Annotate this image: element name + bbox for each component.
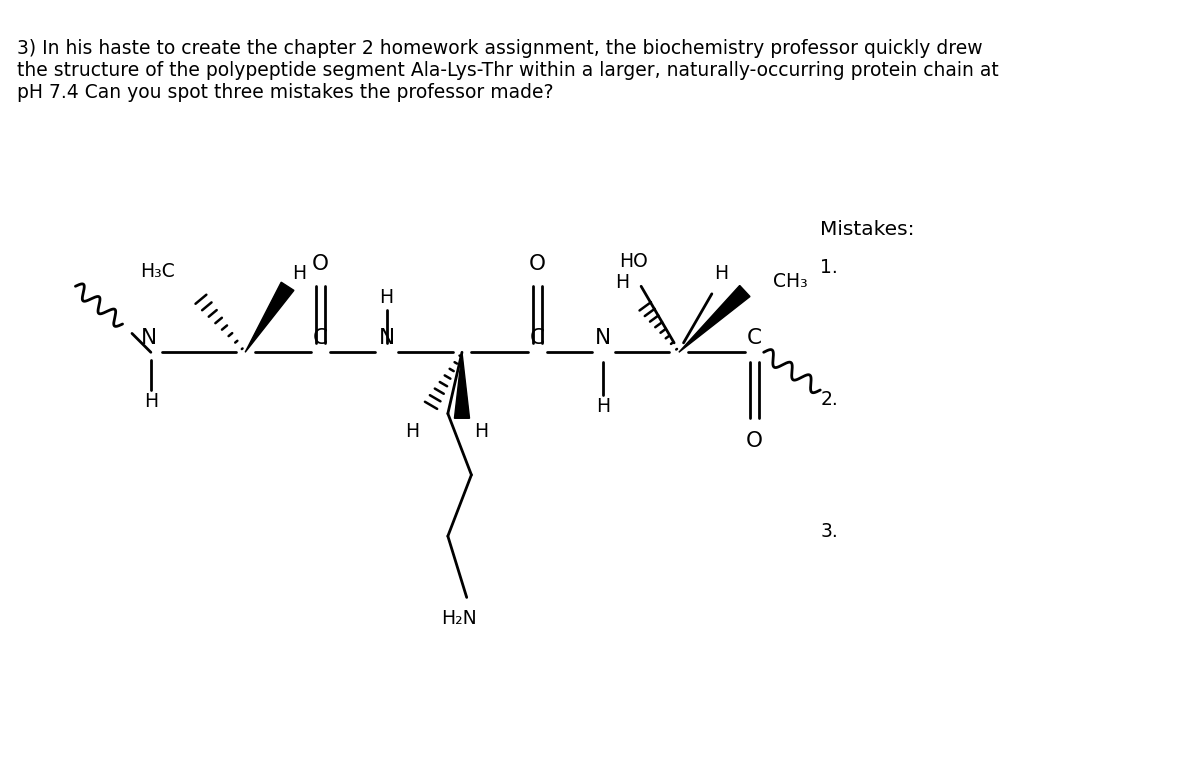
Text: H: H (474, 422, 488, 441)
Text: O: O (745, 431, 763, 451)
Text: Mistakes:: Mistakes: (821, 220, 914, 239)
Text: C: C (746, 328, 762, 348)
Text: H: H (714, 264, 728, 282)
Text: N: N (378, 328, 395, 348)
Text: H: H (404, 422, 419, 441)
Text: N: N (140, 328, 157, 348)
Text: CH₃: CH₃ (773, 272, 808, 291)
Text: 3.: 3. (821, 522, 838, 541)
Text: N: N (595, 328, 612, 348)
Polygon shape (455, 353, 469, 418)
Text: H₃C: H₃C (139, 262, 174, 281)
Text: O: O (529, 254, 546, 274)
Text: 1.: 1. (821, 258, 838, 277)
Text: C: C (313, 328, 328, 348)
Text: H: H (616, 273, 629, 292)
Text: O: O (312, 254, 329, 274)
Text: H₂N: H₂N (442, 608, 478, 628)
Text: H: H (292, 264, 306, 282)
Polygon shape (679, 285, 750, 353)
Text: H: H (144, 392, 158, 411)
Text: H: H (596, 398, 611, 417)
Text: 3) In his haste to create the chapter 2 homework assignment, the biochemistry pr: 3) In his haste to create the chapter 2 … (17, 39, 998, 102)
Text: H: H (379, 288, 394, 307)
Text: C: C (530, 328, 545, 348)
Polygon shape (245, 282, 294, 353)
Text: HO: HO (619, 252, 648, 271)
Text: 2.: 2. (821, 390, 838, 409)
